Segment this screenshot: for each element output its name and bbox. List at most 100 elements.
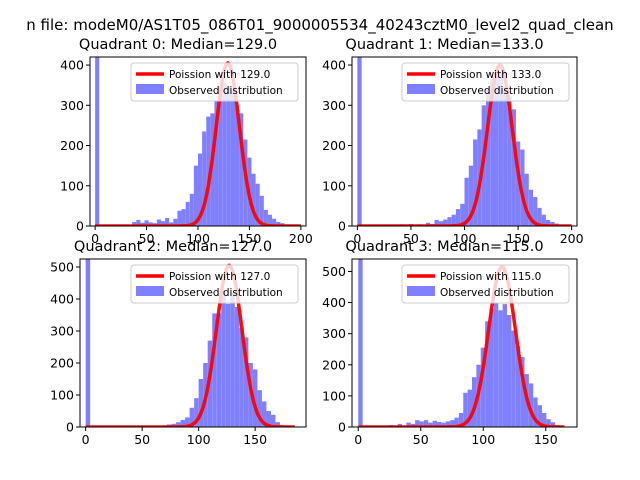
- histogram-bar: [243, 337, 249, 427]
- histogram-bar: [507, 97, 512, 226]
- histogram-bar: [189, 193, 194, 226]
- x-tick-label: 150: [243, 432, 267, 447]
- histogram-bar: [550, 422, 556, 427]
- histogram-bar: [202, 131, 207, 226]
- histogram-bar: [445, 421, 451, 427]
- x-tick-label: 0: [82, 432, 90, 447]
- y-tick-label: 0: [66, 420, 74, 435]
- histogram-bar: [498, 73, 504, 226]
- x-tick-label: 100: [186, 231, 210, 246]
- histogram-bar: [234, 307, 240, 427]
- histogram-bar: [216, 313, 222, 427]
- y-tick-label: 400: [50, 292, 74, 307]
- histogram-bar: [251, 173, 256, 226]
- histogram-bar: [546, 419, 551, 427]
- histogram-bar: [460, 203, 465, 226]
- y-tick-label: 300: [322, 98, 346, 113]
- histogram-bar: [239, 327, 244, 427]
- histogram-bar: [507, 315, 512, 427]
- legend-box: [130, 62, 299, 102]
- x-tick-label: 50: [403, 231, 419, 246]
- histogram-bar: [259, 195, 264, 226]
- histogram-bar: [490, 79, 495, 226]
- histogram-bar: [463, 392, 468, 427]
- histogram-bar: [266, 411, 271, 427]
- histogram-bar: [180, 419, 186, 427]
- histogram-bar: [255, 183, 260, 226]
- histogram-bar: [485, 89, 491, 226]
- histogram-bar: [406, 422, 411, 427]
- histogram-bar: [524, 173, 529, 226]
- histogram-bar: [270, 414, 276, 427]
- y-tick-label: 400: [322, 295, 346, 310]
- histogram-bar: [542, 413, 547, 427]
- histogram-bar: [261, 401, 267, 427]
- histogram-bar: [443, 219, 448, 226]
- histogram-bar: [173, 218, 178, 226]
- histogram-bar: [212, 313, 217, 427]
- histogram-bar: [276, 221, 281, 226]
- histogram-bar: [176, 422, 181, 427]
- histogram-bar: [189, 407, 195, 427]
- histogram-bar: [230, 91, 236, 226]
- histogram-bar: [437, 422, 442, 427]
- histogram-bar: [533, 397, 538, 427]
- x-tick-label: 100: [453, 231, 477, 246]
- histogram-bar: [169, 222, 174, 226]
- y-tick-label: 100: [50, 388, 74, 403]
- y-tick-label: 200: [322, 138, 346, 153]
- plot-area: [85, 259, 295, 427]
- histogram-bar: [181, 209, 186, 226]
- histogram-bar: [357, 57, 362, 226]
- poisson-curve: [95, 60, 301, 226]
- x-tick-label: 50: [134, 432, 150, 447]
- legend-label-observed: Observed distribution: [169, 85, 283, 97]
- histogram-bar: [198, 379, 204, 427]
- legend-swatch-observed: [136, 84, 164, 94]
- histogram-bar: [177, 210, 182, 226]
- y-tick-label: 200: [60, 138, 84, 153]
- histogram-bar: [239, 113, 244, 226]
- histogram-bar: [267, 214, 273, 226]
- histogram-bar: [454, 417, 459, 427]
- histogram-bar: [464, 177, 469, 226]
- panel-title: Quadrant 1: Median=133.0: [345, 37, 543, 53]
- histogram-bar: [275, 422, 281, 427]
- histogram-bar: [144, 220, 149, 226]
- histogram-bar: [165, 217, 170, 226]
- histogram-bar: [428, 422, 433, 427]
- histogram-bar: [198, 153, 203, 226]
- y-tick-label: 400: [60, 58, 84, 73]
- legend-box: [130, 264, 299, 304]
- histogram-bar: [447, 217, 452, 226]
- histogram-bar: [468, 165, 474, 226]
- axes-frame: [351, 258, 578, 428]
- plot-area: [95, 57, 301, 226]
- poisson-curve: [85, 263, 295, 427]
- histogram-bar: [455, 209, 461, 226]
- histogram-bar: [450, 420, 455, 427]
- histogram-bar: [423, 420, 429, 427]
- y-tick-label: 500: [322, 264, 346, 279]
- histogram-bar: [441, 422, 446, 427]
- histogram-bar: [498, 310, 503, 427]
- histogram-bar: [511, 109, 516, 226]
- y-tick-label: 0: [76, 219, 84, 234]
- histogram-bar: [222, 83, 227, 226]
- histogram-bar: [221, 291, 226, 427]
- x-tick-label: 50: [413, 432, 429, 447]
- y-tick-label: 100: [322, 388, 346, 403]
- histogram-bar: [545, 219, 551, 226]
- histogram-bar: [415, 420, 420, 427]
- histogram-bar: [257, 390, 262, 427]
- histogram-bar: [194, 398, 199, 427]
- legend-label-poisson: Poission with 127.0: [169, 271, 270, 283]
- histogram-bar: [434, 219, 439, 226]
- histogram-bar: [472, 377, 477, 427]
- histogram-bar: [156, 219, 161, 226]
- legend-label-poisson: Poission with 133.0: [440, 69, 541, 81]
- histogram-bar: [473, 139, 478, 226]
- y-tick-label: 0: [338, 219, 346, 234]
